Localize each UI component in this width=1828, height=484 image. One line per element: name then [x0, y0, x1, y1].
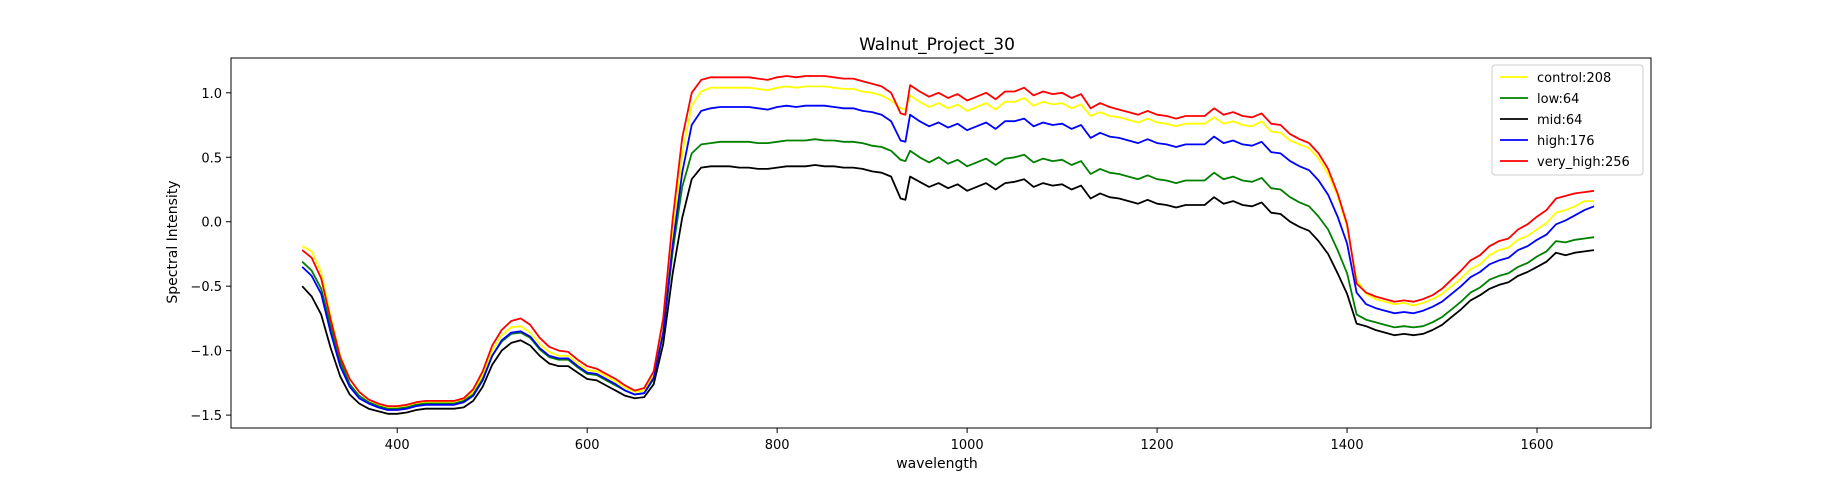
y-axis-ticks: −1.5 −1.0 −0.5 0.0 0.5 1.0 — [190, 87, 231, 424]
x-tick-label: 800 — [765, 438, 790, 453]
y-tick-label: 0.0 — [201, 216, 222, 231]
y-tick-label: −1.0 — [190, 345, 222, 360]
x-tick-label: 1000 — [951, 438, 984, 453]
y-tick-label: −1.5 — [190, 409, 222, 424]
x-tick-label: 1200 — [1141, 438, 1174, 453]
series-lines — [301, 75, 1595, 415]
legend-box — [1491, 64, 1644, 176]
series-line-4 — [301, 75, 1595, 408]
x-axis-label: wavelength — [896, 456, 978, 472]
x-tick-label: 600 — [575, 438, 600, 453]
y-tick-label: −0.5 — [190, 280, 222, 295]
x-tick-label: 1400 — [1331, 438, 1364, 453]
series-line-3 — [301, 104, 1595, 411]
series-line-2 — [301, 164, 1595, 415]
axes-frame — [230, 57, 1652, 429]
x-tick-label: 1600 — [1520, 438, 1553, 453]
y-axis-label: Spectral Intensity — [165, 180, 181, 303]
x-axis-ticks: 400 600 800 1000 1200 1400 1600 — [385, 428, 1554, 453]
series-line-1 — [301, 138, 1595, 410]
plot-area — [230, 57, 1652, 429]
legend-label-4: very_high:256 — [1537, 155, 1630, 170]
y-tick-label: 0.5 — [201, 151, 222, 166]
legend-label-0: control:208 — [1537, 71, 1611, 86]
chart-title: Walnut_Project_30 — [859, 35, 1015, 55]
legend-label-3: high:176 — [1537, 134, 1595, 149]
x-tick-label: 400 — [385, 438, 410, 453]
legend: control:208 low:64 mid:64 high:176 very_high… — [1491, 64, 1644, 176]
series-line-0 — [301, 85, 1594, 409]
legend-label-2: mid:64 — [1537, 113, 1582, 128]
legend-label-1: low:64 — [1537, 92, 1579, 107]
y-tick-label: 1.0 — [201, 87, 222, 102]
